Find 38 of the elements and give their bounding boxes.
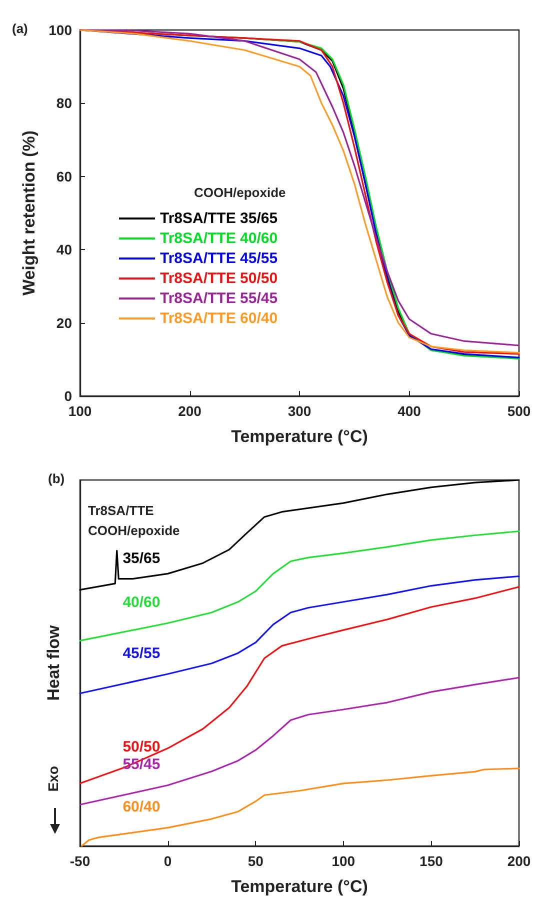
y-axis-title: Heat flow — [44, 624, 63, 701]
y-tick-label: 40 — [56, 242, 72, 258]
y-tick-label: 60 — [56, 168, 72, 184]
series-label: 45/55 — [122, 644, 160, 662]
x-tick-label: 150 — [420, 853, 444, 869]
x-tick-label: 50 — [248, 853, 264, 869]
annotation: Tr8SA/TTE — [88, 503, 154, 518]
x-tick-label: 200 — [507, 853, 531, 869]
text: Exo — [45, 766, 61, 792]
y-tick-label: 20 — [56, 314, 72, 331]
series-label: 50/50 — [122, 738, 160, 756]
legend-title: COOH/epoxide — [194, 185, 286, 200]
y-axis-title: Weight retention (%) — [20, 130, 39, 296]
legend-label: Tr8SA/TTE 60/40 — [160, 310, 278, 327]
x-tick-label: 400 — [398, 403, 422, 419]
y-tick-label: 0 — [64, 388, 72, 404]
x-tick-label: 200 — [178, 403, 202, 419]
legend-label: Tr8SA/TTE 50/50 — [160, 270, 278, 287]
x-tick-label: 300 — [288, 403, 312, 419]
x-tick-label: 100 — [68, 403, 92, 419]
legend-label: Tr8SA/TTE 55/45 — [160, 290, 278, 307]
x-tick-label: 500 — [507, 403, 531, 419]
legend-label: Tr8SA/TTE 40/60 — [160, 230, 278, 247]
annotation: COOH/epoxide — [88, 523, 180, 538]
legend-label: Tr8SA/TTE 35/65 — [160, 210, 278, 227]
x-axis-title: Temperature (°C) — [231, 877, 368, 896]
x-tick-label: -50 — [70, 853, 90, 869]
series-label: 40/60 — [122, 594, 160, 612]
x-tick-label: 0 — [164, 853, 172, 869]
x-tick-label: 100 — [332, 853, 356, 869]
series-label: 35/65 — [122, 550, 160, 567]
legend-label: Tr8SA/TTE 45/55 — [160, 250, 278, 267]
text: (b) — [48, 471, 65, 486]
text: (a) — [12, 21, 28, 36]
series-label: 60/40 — [122, 798, 160, 816]
y-tick-label: 80 — [56, 95, 72, 112]
x-axis-title: Temperature (°C) — [231, 427, 368, 446]
y-tick-label: 100 — [48, 22, 72, 38]
